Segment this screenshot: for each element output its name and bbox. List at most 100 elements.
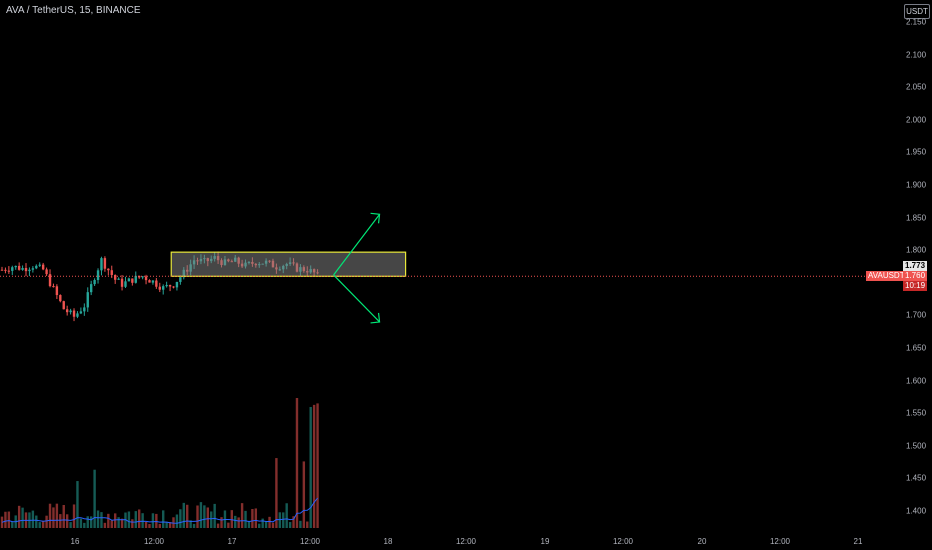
volume-bar — [151, 513, 155, 528]
candle-body — [148, 280, 151, 283]
volume-bar — [254, 508, 258, 528]
volume-bar — [309, 406, 312, 528]
time-tick-label: 17 — [227, 537, 237, 546]
candle-body — [4, 269, 7, 271]
volume-bar — [199, 502, 203, 528]
volume-bar — [261, 518, 264, 528]
volume-bar — [117, 517, 120, 528]
price-tick-label: 1.550 — [906, 408, 927, 418]
volume-histogram — [0, 398, 319, 528]
volume-bar — [227, 522, 230, 528]
volume-bar — [144, 521, 148, 528]
volume-bar — [258, 523, 261, 528]
price-tick-label: 1.800 — [906, 245, 927, 255]
candle-body — [103, 258, 107, 269]
candle-body — [35, 265, 38, 269]
volume-bar — [162, 510, 165, 528]
candle-body — [48, 274, 52, 287]
candle-body — [41, 264, 45, 270]
volume-bar — [189, 520, 192, 528]
volume-bar — [141, 513, 144, 528]
up-arrow-head — [370, 212, 381, 224]
candle-body — [179, 277, 182, 282]
volume-bar — [0, 516, 4, 528]
candle-body — [127, 278, 131, 282]
price-tick-label: 1.950 — [906, 147, 927, 157]
price-tick-label: 1.850 — [906, 213, 927, 223]
candle-body — [72, 310, 76, 317]
candle-body — [38, 264, 41, 266]
time-tick-label: 12:00 — [769, 537, 791, 546]
volume-bar — [83, 522, 86, 528]
volume-bar — [93, 469, 96, 528]
candle-body — [175, 281, 179, 288]
volume-bar — [31, 510, 35, 528]
volume-bar — [21, 507, 24, 528]
time-tick-label: 18 — [383, 537, 393, 546]
down-arrow-line — [333, 274, 380, 323]
candle-body — [86, 292, 89, 308]
candle-body — [117, 278, 120, 280]
volume-bar — [192, 523, 196, 528]
candle-body — [110, 270, 113, 275]
candle-body — [162, 286, 165, 290]
volume-bar — [11, 521, 14, 528]
time-tick-label: 21 — [853, 537, 863, 546]
volume-bar — [186, 504, 189, 528]
price-tick-label: 2.150 — [906, 17, 927, 27]
candle-body — [93, 280, 96, 285]
volume-bar — [203, 505, 206, 528]
currency-selector[interactable]: USDT — [904, 4, 930, 19]
volume-bar — [48, 503, 52, 528]
time-axis[interactable]: 16 12:00 17 12:00 18 12:00 19 12:00 20 12:00 21 — [0, 534, 898, 550]
candle-body — [120, 278, 124, 287]
candle-body — [144, 276, 148, 281]
volume-bar — [38, 522, 41, 528]
volume-bar — [86, 516, 89, 528]
volume-bar — [72, 504, 76, 528]
volume-bar — [107, 513, 110, 528]
price-axis[interactable]: 2.150 2.100 2.050 2.000 1.950 1.900 1.850 1.800… — [898, 0, 932, 550]
volume-bar — [55, 503, 59, 528]
candle-body — [7, 270, 11, 272]
volume-bar — [312, 404, 316, 528]
candle-body — [28, 269, 31, 272]
price-tick-label: 1.700 — [906, 310, 927, 320]
price-tick-label: 1.600 — [906, 376, 927, 386]
volume-bar — [100, 512, 103, 528]
volume-bar — [89, 516, 93, 528]
symbol-title[interactable]: AVA / TetherUS, 15, BINANCE — [6, 5, 141, 16]
volume-bar — [251, 509, 254, 528]
volume-bar — [45, 515, 48, 528]
volume-bar — [124, 512, 127, 528]
time-tick-label: 20 — [697, 537, 707, 546]
candle-body — [79, 311, 83, 314]
volume-bar — [282, 512, 285, 528]
candle-body — [107, 268, 110, 271]
price-tick-label: 2.000 — [906, 115, 927, 125]
volume-bar — [41, 520, 45, 528]
time-tick-label: 12:00 — [612, 537, 634, 546]
time-tick-label: 19 — [540, 537, 550, 546]
countdown-tag: 10:19 — [903, 281, 928, 291]
candle-body — [0, 269, 4, 271]
volume-bar — [295, 398, 299, 528]
candle-body — [52, 286, 55, 288]
volume-bar — [216, 523, 220, 528]
volume-bar — [278, 512, 282, 528]
candle-body — [100, 258, 103, 271]
volume-bar — [110, 520, 113, 528]
volume-bar — [206, 507, 209, 528]
volume-bar — [268, 516, 271, 528]
candle-body — [151, 280, 155, 283]
candle-body — [165, 285, 168, 287]
volume-bar — [230, 510, 234, 528]
volume-bar — [182, 502, 185, 528]
volume-bar — [285, 503, 288, 528]
candle-body — [59, 295, 62, 302]
volume-bar — [210, 511, 213, 528]
volume-bar — [155, 513, 158, 528]
drawings-layer — [170, 212, 407, 324]
volume-bar — [316, 403, 319, 528]
